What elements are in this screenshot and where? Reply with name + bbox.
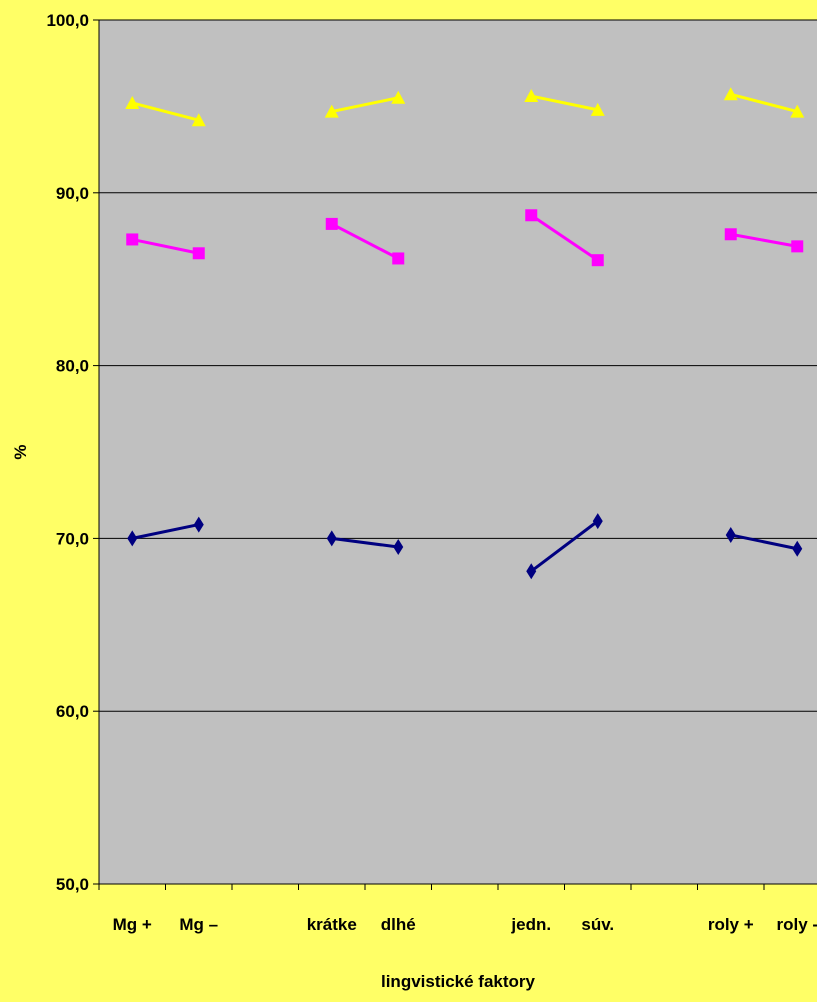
data-point xyxy=(325,217,338,230)
x-category-label: súv. xyxy=(581,915,614,934)
data-point xyxy=(592,513,603,530)
y-tick-label: 60,0 xyxy=(56,702,89,721)
data-point xyxy=(191,113,206,127)
data-point xyxy=(790,104,805,118)
series-line xyxy=(530,519,599,573)
y-tick-label: 90,0 xyxy=(56,184,89,203)
x-axis-ticks xyxy=(98,884,765,890)
x-category-label: roly + xyxy=(708,915,754,934)
x-axis-title: lingvistické faktory xyxy=(381,972,536,991)
series-layer xyxy=(125,87,805,580)
data-point xyxy=(525,209,538,222)
y-tick-label: 70,0 xyxy=(56,529,89,548)
series-triangle xyxy=(125,87,805,127)
data-point xyxy=(324,104,339,118)
data-point xyxy=(590,102,605,116)
series-line xyxy=(331,96,399,114)
data-point xyxy=(326,530,337,547)
series-line xyxy=(331,536,399,549)
y-tick-label: 80,0 xyxy=(56,357,89,376)
data-point xyxy=(126,233,139,246)
x-category-label: jedn. xyxy=(510,915,551,934)
series-line xyxy=(730,232,798,248)
series-line xyxy=(131,101,200,122)
series-line xyxy=(530,214,599,262)
y-axis-title: % xyxy=(11,444,30,459)
y-tick-label: 100,0 xyxy=(46,11,89,30)
data-point xyxy=(391,90,406,104)
series-square xyxy=(126,209,804,267)
plot-area xyxy=(99,20,817,884)
data-point xyxy=(723,87,738,101)
series-line xyxy=(131,523,200,540)
x-category-label: dlhé xyxy=(381,915,416,934)
data-point xyxy=(125,95,140,109)
x-category-label: Mg – xyxy=(179,915,218,934)
data-point xyxy=(524,89,539,103)
y-axis-ticks: 50,0 60,0 70,0 80,0 90,0 100,0 xyxy=(46,11,99,894)
data-point xyxy=(393,539,404,556)
series-line xyxy=(131,237,200,255)
data-point xyxy=(392,252,405,265)
series-line xyxy=(331,222,399,260)
data-point xyxy=(724,228,737,241)
data-point xyxy=(791,240,804,253)
series-diamond xyxy=(127,513,803,580)
y-tick-label: 50,0 xyxy=(56,875,89,894)
data-point xyxy=(591,254,604,267)
series-line xyxy=(730,533,798,551)
data-point xyxy=(792,540,803,557)
data-point xyxy=(725,526,736,543)
data-point xyxy=(127,530,138,547)
x-axis-labels: Mg + Mg – krátke dlhé jedn. súv. roly + roly - xyxy=(113,915,817,934)
data-point xyxy=(526,563,537,580)
data-point xyxy=(193,516,204,533)
series-line xyxy=(530,94,599,112)
x-category-label: roly - xyxy=(776,915,817,934)
gridlines xyxy=(99,19,817,712)
data-point xyxy=(192,247,205,260)
x-category-label: krátke xyxy=(307,915,357,934)
series-line xyxy=(730,92,798,114)
x-category-label: Mg + xyxy=(113,915,152,934)
